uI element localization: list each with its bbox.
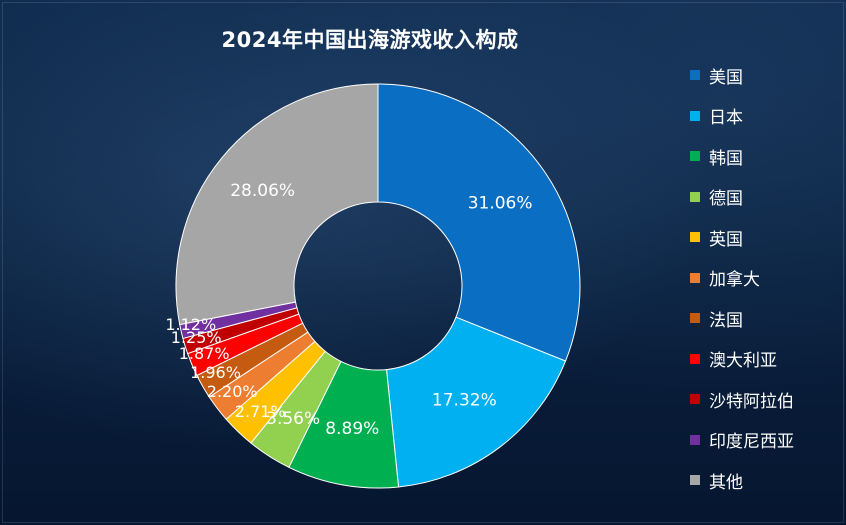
legend-swatch [690, 272, 700, 283]
slice-value-label-5: 2.20% [207, 382, 258, 401]
slice-value-label-1: 17.32% [432, 391, 497, 411]
donut-slice-1 [385, 316, 567, 488]
legend-label: 印度尼西亚 [709, 432, 794, 453]
slice-value-label-7: 1.87% [179, 344, 230, 363]
slice-value-label-0: 31.06% [468, 193, 533, 213]
legend-item-10: 其他 [690, 460, 794, 501]
legend-label: 沙特阿拉伯 [709, 391, 794, 412]
legend-label: 德国 [709, 189, 743, 210]
donut-slice-0 [377, 83, 581, 362]
legend-label: 美国 [709, 67, 743, 88]
legend-item-1: 日本 [690, 96, 794, 137]
legend-label: 日本 [709, 108, 743, 129]
legend-swatch [690, 313, 700, 324]
legend-item-8: 沙特阿拉伯 [690, 379, 794, 420]
legend-swatch [690, 70, 700, 81]
legend-item-5: 加拿大 [690, 258, 794, 299]
legend-swatch [690, 191, 700, 202]
legend-label: 澳大利亚 [709, 351, 777, 372]
slice-value-label-3: 3.56% [266, 409, 320, 429]
donut-slice-10 [175, 83, 379, 326]
legend-item-9: 印度尼西亚 [690, 420, 794, 461]
slice-value-label-4: 2.71% [235, 402, 286, 421]
slice-value-label-2: 8.89% [325, 419, 379, 439]
legend-label: 其他 [709, 472, 743, 493]
legend-item-3: 德国 [690, 177, 794, 218]
donut-chart: 31.06% 17.32% 8.89%3.56%2.71%2.20%1.96%1.8… [165, 83, 581, 489]
legend-swatch [690, 151, 700, 162]
legend-item-4: 英国 [690, 217, 794, 258]
legend-item-7: 澳大利亚 [690, 339, 794, 380]
chart-legend: 美国日本韩国德国英国加拿大法国澳大利亚沙特阿拉伯印度尼西亚其他 [690, 55, 794, 501]
legend-swatch [690, 394, 700, 405]
legend-label: 韩国 [709, 148, 743, 169]
legend-item-6: 法国 [690, 298, 794, 339]
legend-swatch [690, 434, 700, 445]
legend-label: 法国 [709, 310, 743, 331]
legend-swatch [690, 232, 700, 243]
slice-value-label-9: 1.12% [165, 315, 216, 334]
legend-item-0: 美国 [690, 55, 794, 96]
legend-swatch [690, 475, 700, 486]
slice-value-label-10: 28.06% [230, 181, 295, 201]
legend-swatch [690, 110, 700, 121]
legend-item-2: 韩国 [690, 136, 794, 177]
chart-title: 2024年中国出海游戏收入构成 [221, 28, 519, 52]
legend-label: 英国 [709, 229, 743, 250]
legend-label: 加拿大 [709, 270, 760, 291]
slice-value-label-6: 1.96% [190, 363, 241, 382]
slice-value-label-8: 1.25% [171, 328, 222, 347]
legend-swatch [690, 353, 700, 364]
